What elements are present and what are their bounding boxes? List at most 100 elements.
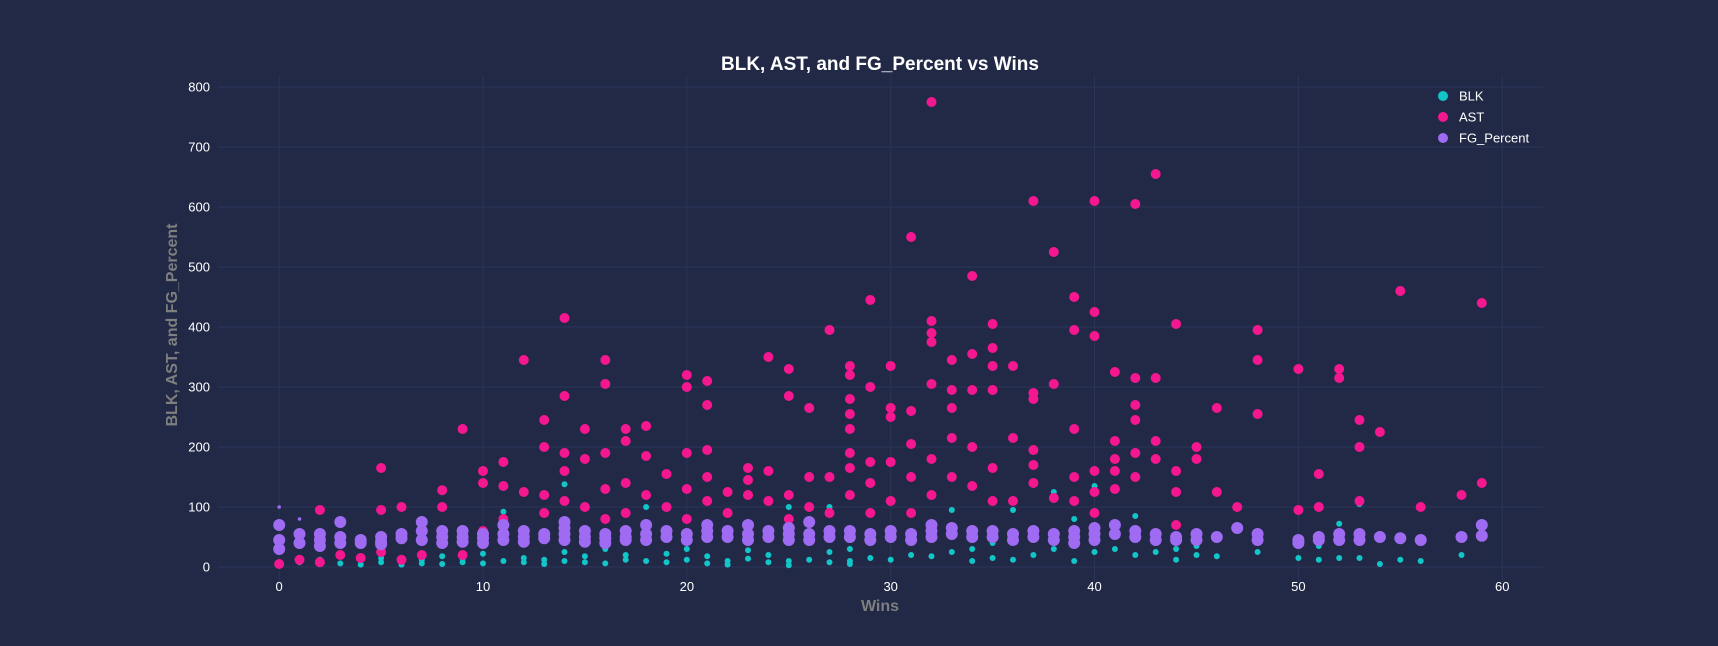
data-point[interactable] (376, 463, 387, 473)
data-point[interactable] (743, 463, 753, 473)
data-point[interactable] (643, 558, 650, 564)
data-point[interactable] (785, 562, 792, 569)
data-point[interactable] (763, 466, 774, 476)
data-point[interactable] (297, 517, 302, 521)
data-point[interactable] (1211, 403, 1222, 413)
data-point[interactable] (826, 559, 833, 566)
data-point[interactable] (948, 549, 955, 555)
data-point[interactable] (925, 531, 938, 543)
data-point[interactable] (989, 555, 996, 561)
data-point[interactable] (541, 561, 548, 567)
data-point[interactable] (1252, 409, 1263, 419)
data-point[interactable] (803, 516, 816, 528)
data-point[interactable] (1150, 373, 1161, 383)
data-point[interactable] (599, 537, 612, 549)
legend-item[interactable]: BLK (1438, 89, 1484, 104)
data-point[interactable] (1088, 534, 1101, 546)
data-point[interactable] (1211, 487, 1222, 497)
data-point[interactable] (663, 550, 670, 557)
data-point[interactable] (538, 532, 551, 545)
data-point[interactable] (559, 313, 570, 323)
data-point[interactable] (986, 531, 999, 543)
data-point[interactable] (846, 561, 853, 567)
data-point[interactable] (500, 508, 507, 515)
data-point[interactable] (782, 534, 795, 546)
data-point[interactable] (1132, 513, 1139, 519)
data-point[interactable] (1069, 496, 1080, 506)
data-point[interactable] (457, 424, 468, 434)
data-point[interactable] (745, 555, 751, 562)
data-point[interactable] (926, 337, 937, 347)
data-point[interactable] (946, 472, 957, 482)
data-point[interactable] (1028, 445, 1039, 455)
data-point[interactable] (355, 553, 366, 563)
data-point[interactable] (1089, 466, 1100, 476)
data-point[interactable] (641, 490, 652, 500)
data-point[interactable] (785, 558, 792, 564)
data-point[interactable] (602, 560, 609, 567)
data-point[interactable] (620, 508, 631, 518)
data-point[interactable] (843, 531, 856, 543)
data-point[interactable] (1395, 286, 1406, 296)
data-point[interactable] (436, 537, 449, 549)
data-point[interactable] (1232, 502, 1243, 512)
data-point[interactable] (314, 505, 325, 515)
data-point[interactable] (1458, 552, 1465, 558)
data-point[interactable] (273, 543, 286, 555)
data-point[interactable] (314, 557, 325, 568)
data-point[interactable] (581, 553, 588, 560)
data-point[interactable] (1068, 537, 1081, 549)
data-point[interactable] (1394, 532, 1407, 545)
data-point[interactable] (600, 355, 611, 365)
data-point[interactable] (987, 496, 998, 506)
data-point[interactable] (1170, 534, 1183, 546)
data-point[interactable] (1108, 519, 1121, 531)
data-point[interactable] (987, 463, 998, 473)
data-point[interactable] (967, 442, 978, 452)
data-point[interactable] (478, 478, 488, 488)
data-point[interactable] (1475, 529, 1488, 542)
data-point[interactable] (1130, 199, 1141, 209)
legend-item[interactable]: AST (1438, 110, 1484, 125)
data-point[interactable] (946, 433, 957, 443)
data-point[interactable] (277, 505, 282, 509)
data-point[interactable] (926, 316, 937, 326)
data-point[interactable] (1132, 552, 1139, 558)
data-point[interactable] (1008, 433, 1018, 443)
data-point[interactable] (783, 391, 794, 401)
data-point[interactable] (1069, 292, 1080, 302)
data-point[interactable] (926, 328, 937, 338)
data-point[interactable] (885, 403, 896, 413)
data-point[interactable] (1089, 196, 1100, 206)
data-point[interactable] (1071, 558, 1078, 564)
data-point[interactable] (722, 487, 733, 497)
data-point[interactable] (439, 553, 446, 560)
data-point[interactable] (885, 457, 896, 467)
data-point[interactable] (500, 558, 507, 564)
data-point[interactable] (1129, 531, 1142, 543)
data-point[interactable] (559, 496, 570, 506)
data-point[interactable] (765, 559, 772, 566)
data-point[interactable] (293, 528, 306, 540)
data-point[interactable] (1173, 556, 1180, 563)
data-point[interactable] (1191, 442, 1202, 452)
data-point[interactable] (926, 379, 937, 389)
data-point[interactable] (1109, 367, 1120, 377)
data-point[interactable] (541, 556, 548, 563)
data-point[interactable] (620, 424, 631, 434)
data-point[interactable] (622, 552, 629, 558)
data-point[interactable] (702, 472, 713, 482)
data-point[interactable] (539, 490, 550, 500)
data-point[interactable] (762, 531, 775, 543)
data-point[interactable] (906, 508, 917, 518)
data-point[interactable] (1028, 478, 1039, 488)
data-point[interactable] (1111, 546, 1118, 552)
data-point[interactable] (803, 534, 816, 546)
data-point[interactable] (641, 451, 652, 461)
data-point[interactable] (561, 549, 568, 555)
data-point[interactable] (1109, 466, 1120, 476)
data-point[interactable] (581, 559, 588, 566)
data-point[interactable] (1028, 394, 1039, 404)
data-point[interactable] (1417, 558, 1424, 564)
data-point[interactable] (1356, 555, 1363, 561)
